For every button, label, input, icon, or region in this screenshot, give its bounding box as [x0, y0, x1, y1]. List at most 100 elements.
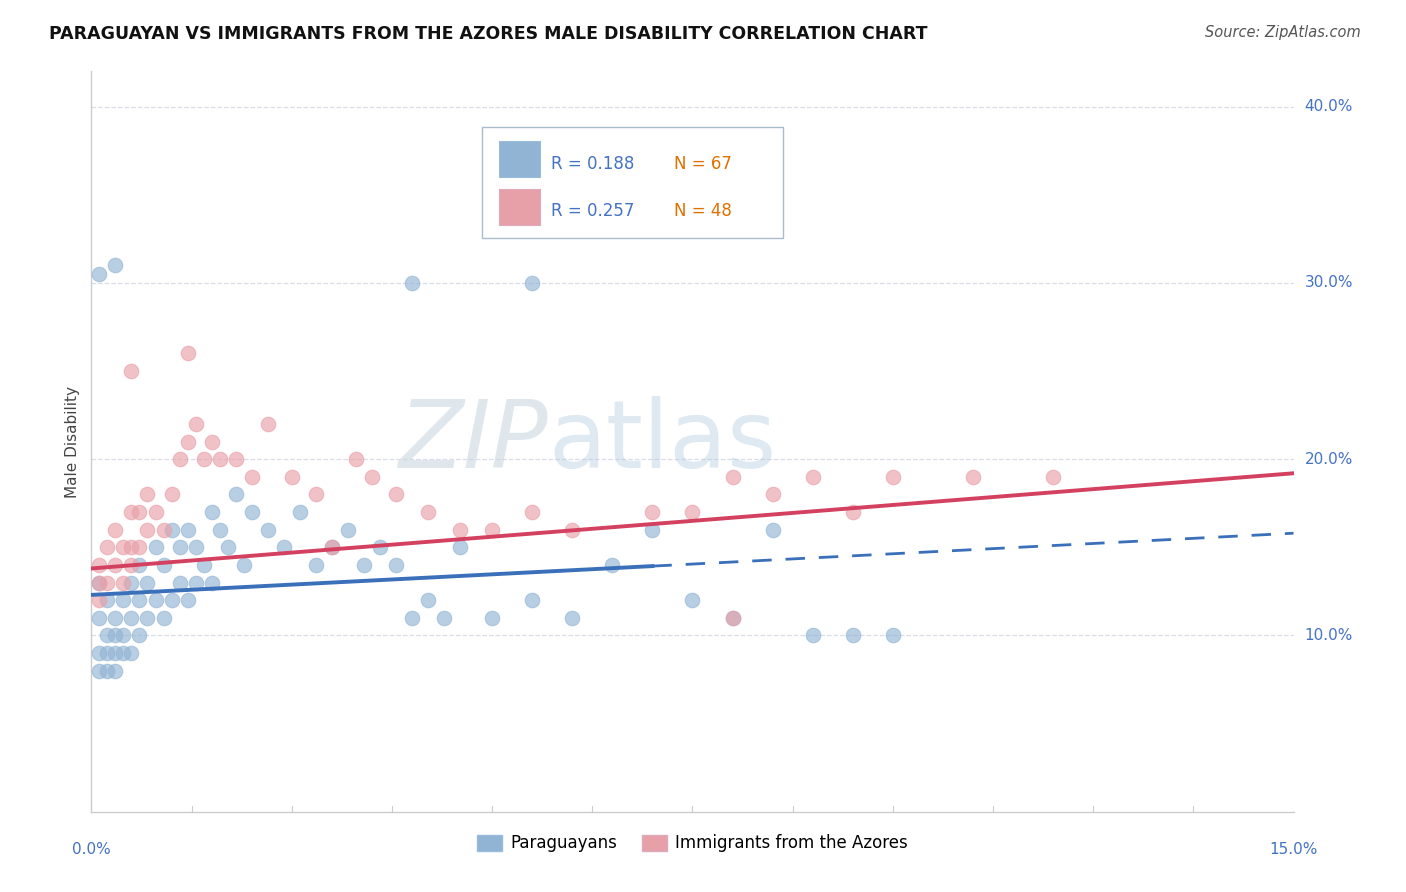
Point	[240, 505, 263, 519]
Point	[481, 611, 503, 625]
Text: R = 0.188: R = 0.188	[551, 154, 634, 173]
Text: 40.0%: 40.0%	[1305, 99, 1353, 114]
Point	[201, 434, 224, 449]
Point	[208, 452, 231, 467]
Y-axis label: Male Disability: Male Disability	[65, 385, 80, 498]
Point	[89, 593, 111, 607]
Point	[225, 487, 247, 501]
Point	[522, 276, 544, 290]
Point	[112, 575, 135, 590]
Point	[104, 523, 127, 537]
Point	[89, 646, 111, 660]
Point	[305, 558, 328, 572]
Point	[160, 523, 183, 537]
Point	[681, 505, 703, 519]
Point	[104, 628, 127, 642]
FancyBboxPatch shape	[482, 127, 783, 238]
Point	[112, 593, 135, 607]
Point	[208, 523, 231, 537]
Legend: Paraguayans, Immigrants from the Azores: Paraguayans, Immigrants from the Azores	[470, 828, 915, 859]
Point	[385, 558, 408, 572]
Point	[801, 628, 824, 642]
Point	[169, 541, 191, 555]
Point	[217, 541, 239, 555]
Point	[481, 523, 503, 537]
Point	[273, 541, 295, 555]
Point	[281, 470, 304, 484]
Point	[401, 611, 423, 625]
Point	[104, 646, 127, 660]
Point	[89, 611, 111, 625]
Point	[256, 523, 278, 537]
Point	[193, 558, 215, 572]
Text: N = 48: N = 48	[675, 202, 733, 220]
Point	[401, 276, 423, 290]
Point	[602, 558, 624, 572]
Point	[136, 487, 159, 501]
Point	[89, 267, 111, 281]
Point	[762, 487, 785, 501]
Point	[681, 593, 703, 607]
Point	[104, 558, 127, 572]
Point	[232, 558, 254, 572]
Point	[416, 593, 439, 607]
Point	[256, 417, 278, 431]
Point	[344, 452, 367, 467]
Point	[176, 523, 198, 537]
Text: 0.0%: 0.0%	[72, 842, 111, 857]
Point	[762, 523, 785, 537]
Point	[152, 523, 174, 537]
Point	[136, 611, 159, 625]
Point	[368, 541, 391, 555]
Point	[201, 505, 224, 519]
Point	[128, 593, 150, 607]
Point	[882, 628, 904, 642]
Point	[353, 558, 375, 572]
Point	[882, 470, 904, 484]
Point	[145, 541, 167, 555]
Point	[89, 664, 111, 678]
Point	[336, 523, 359, 537]
Text: N = 67: N = 67	[675, 154, 733, 173]
Point	[561, 611, 583, 625]
Point	[721, 611, 744, 625]
Text: 30.0%: 30.0%	[1305, 276, 1353, 291]
Point	[104, 258, 127, 272]
Point	[121, 646, 143, 660]
Text: 15.0%: 15.0%	[1270, 842, 1317, 857]
Point	[193, 452, 215, 467]
Point	[96, 664, 118, 678]
Text: Source: ZipAtlas.com: Source: ZipAtlas.com	[1205, 25, 1361, 40]
FancyBboxPatch shape	[499, 141, 540, 177]
Point	[89, 575, 111, 590]
FancyBboxPatch shape	[499, 189, 540, 225]
Point	[136, 575, 159, 590]
Point	[145, 593, 167, 607]
Point	[360, 470, 382, 484]
Point	[96, 593, 118, 607]
Point	[184, 541, 207, 555]
Point	[160, 487, 183, 501]
Point	[721, 611, 744, 625]
Point	[169, 575, 191, 590]
Point	[841, 628, 863, 642]
Point	[128, 558, 150, 572]
Point	[522, 593, 544, 607]
Point	[121, 505, 143, 519]
Point	[96, 541, 118, 555]
Point	[240, 470, 263, 484]
Point	[112, 646, 135, 660]
Point	[184, 575, 207, 590]
Point	[136, 523, 159, 537]
Point	[321, 541, 343, 555]
Point	[841, 505, 863, 519]
Text: PARAGUAYAN VS IMMIGRANTS FROM THE AZORES MALE DISABILITY CORRELATION CHART: PARAGUAYAN VS IMMIGRANTS FROM THE AZORES…	[49, 25, 928, 43]
Point	[1042, 470, 1064, 484]
Point	[128, 628, 150, 642]
Point	[104, 664, 127, 678]
Point	[160, 593, 183, 607]
Point	[121, 364, 143, 378]
Point	[89, 558, 111, 572]
Point	[121, 575, 143, 590]
Point	[96, 628, 118, 642]
